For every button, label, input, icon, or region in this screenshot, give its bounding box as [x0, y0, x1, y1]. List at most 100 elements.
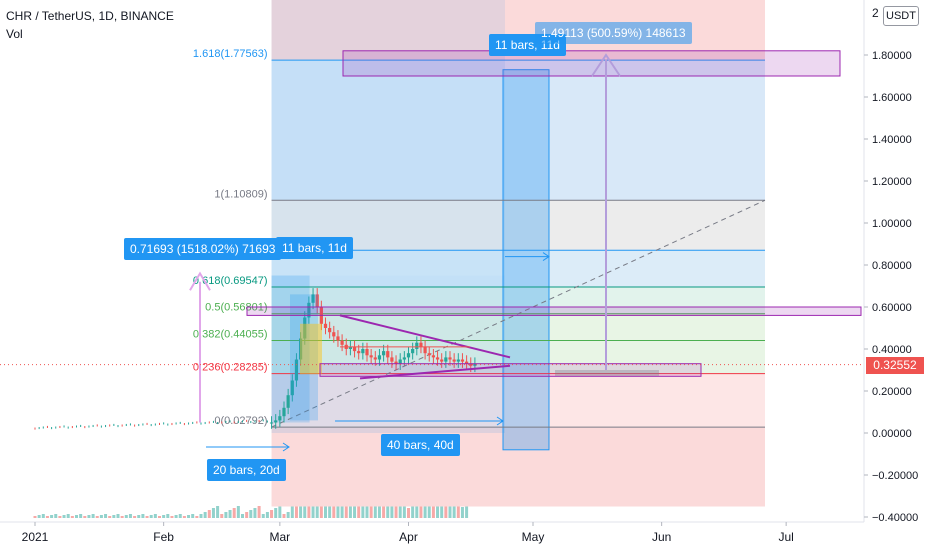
volume-bar [431, 496, 435, 518]
bars-callout-1: 11 bars, 11d [276, 237, 353, 259]
range-40-top-shade [271, 0, 505, 276]
volume-bar [116, 514, 120, 518]
volume-bar [182, 516, 186, 518]
price-axis[interactable]: 1.80000 1.60000 1.40000 1.20000 1.00000 0.800… [863, 0, 918, 524]
fib-label-1: 1(1.10809) [214, 188, 267, 200]
price-tick-label: −0.40000 [872, 512, 918, 524]
candle-body [431, 355, 435, 358]
last-price-tag: 0.32552 [866, 357, 924, 374]
candle-body [278, 416, 282, 421]
time-tick-label: Jul [778, 530, 793, 544]
bars-callout-40: 40 bars, 40d [381, 434, 460, 456]
arrow-20-bars-head [282, 442, 290, 452]
candle-body [369, 355, 373, 358]
candle-body [452, 359, 456, 362]
volume-bar [45, 516, 49, 518]
volume-bar [377, 497, 381, 518]
candle-body [303, 317, 307, 339]
range-11-shade-1 [271, 275, 310, 423]
volume-bar [216, 506, 220, 518]
candle-body [460, 359, 465, 362]
range-arrow-2-base [555, 370, 659, 376]
candle-body [398, 359, 402, 364]
candle-body [377, 355, 382, 360]
fib-zone-236 [271, 373, 765, 428]
candle-body [444, 357, 448, 362]
zone-0-58 [246, 306, 862, 316]
symbol-title: CHR / TetherUS, 1D, BINANCE [6, 9, 174, 23]
volume-bar [124, 515, 128, 518]
volume-bar [199, 514, 203, 518]
price-tick-label: 1.40000 [872, 134, 912, 146]
volume-bar [257, 506, 261, 518]
volume-bar [58, 516, 62, 518]
time-tick-label: Jun [652, 530, 671, 544]
price-tick-label: 1.60000 [872, 92, 912, 104]
candle-body [423, 346, 427, 354]
candle-body [411, 349, 415, 354]
time-tick-label: Apr [399, 530, 418, 544]
volume-bar [274, 508, 278, 518]
time-tick-label: Mar [270, 530, 291, 544]
candle-body [386, 351, 390, 358]
candle-body [282, 407, 286, 417]
volume-bar [220, 514, 224, 518]
volume-bar [261, 514, 265, 518]
price-tick-label: 0.60000 [872, 302, 912, 314]
candle-body [448, 357, 452, 360]
candle-body [406, 353, 411, 358]
fib-zone-bottom [271, 427, 765, 507]
bars-callout-20: 20 bars, 20d [207, 459, 286, 481]
price-tick-label: 0.40000 [872, 344, 912, 356]
candles [34, 288, 477, 430]
volume-bar [83, 516, 87, 518]
volume-bar [253, 508, 257, 518]
volume-bar [99, 515, 103, 518]
arrow-40-bars-head [496, 416, 504, 426]
currency-selector[interactable]: USDT [883, 6, 919, 26]
volume-bar [357, 502, 361, 518]
fib-background [271, 0, 765, 507]
candle-body [328, 328, 332, 333]
candle-body [299, 338, 303, 360]
volume-bar [41, 514, 45, 518]
candle-body [332, 332, 336, 337]
price-tick-label: 0.00000 [872, 428, 912, 440]
volume-bar [211, 508, 215, 518]
volume-label: Vol [6, 27, 23, 41]
fib-label-4: 0.5(0.56801) [205, 302, 267, 314]
volume-bar [340, 500, 344, 518]
volume-bar [37, 515, 41, 518]
time-tick-label: May [522, 530, 545, 544]
volume-bar [166, 514, 170, 518]
volume-bar [278, 506, 282, 518]
candle-body [286, 395, 290, 408]
fib-zone-1 [271, 200, 765, 251]
volume-bar [270, 510, 274, 518]
time-tick-label: Feb [153, 530, 174, 544]
volume-bar [174, 515, 178, 518]
price-tick-label: 0.20000 [872, 386, 912, 398]
volume-bar [87, 515, 91, 518]
volume-bar [407, 508, 410, 518]
arrow-11-bars-head [542, 252, 550, 262]
volume-bar [394, 499, 398, 518]
candle-body [394, 361, 398, 364]
volume-bar [265, 512, 269, 518]
candle-body [473, 363, 477, 366]
volume-bar [245, 512, 249, 518]
fib-trend-line [271, 199, 766, 428]
volume-bar [70, 516, 74, 518]
candle-body [382, 351, 386, 356]
volume-bar [286, 512, 290, 518]
candle-body [361, 349, 365, 354]
fib-zone-618 [271, 286, 765, 314]
fib-label-3: 0.618(0.69547) [193, 275, 268, 287]
time-axis[interactable]: 2021 Feb Mar Apr May Jun Jul [0, 521, 864, 544]
candle-body [311, 294, 315, 303]
volume-bar [224, 512, 228, 518]
candle-body [290, 380, 294, 396]
volume-bar [91, 514, 95, 518]
volume-bar [145, 516, 149, 518]
